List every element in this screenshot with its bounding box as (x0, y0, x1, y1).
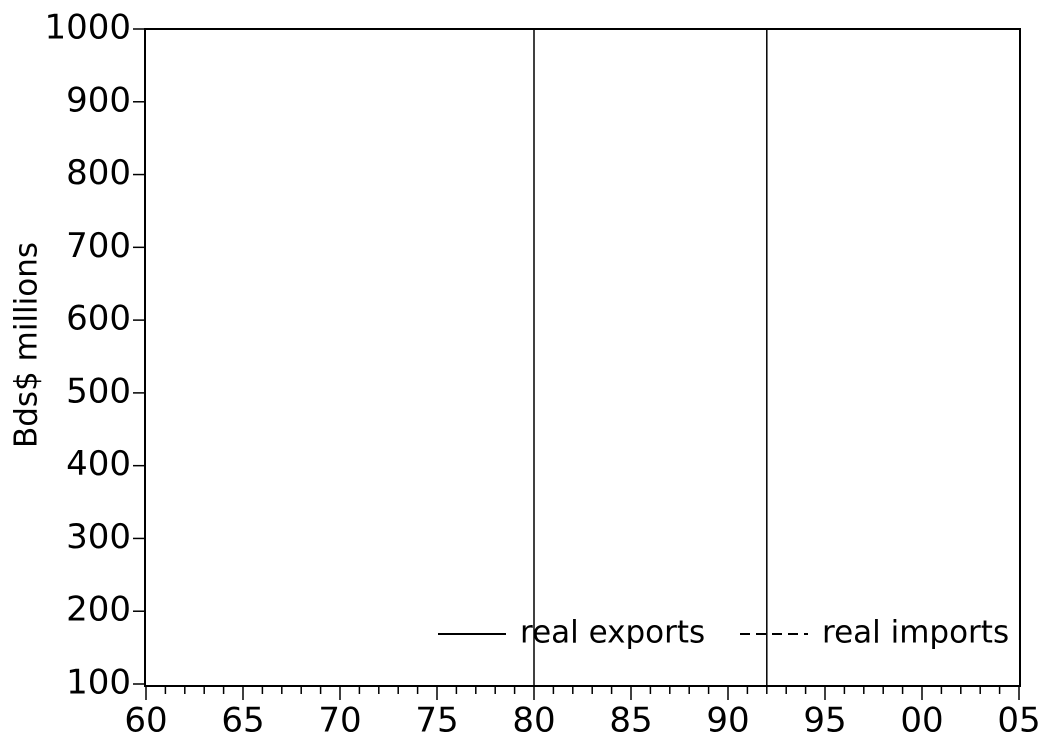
y-tick-label: 600 (66, 299, 131, 339)
legend-label: real exports (520, 615, 705, 651)
y-axis-label: Bds$ millions (9, 242, 45, 448)
x-tick-label: 65 (221, 701, 264, 741)
y-tick-label: 1000 (44, 8, 131, 48)
y-tick-label: 900 (66, 80, 131, 120)
x-tick-label: 00 (900, 701, 943, 741)
legend-label: real imports (822, 615, 1009, 651)
y-tick-label: 400 (66, 444, 131, 484)
x-tick-label: 05 (997, 701, 1040, 741)
y-tick-label: 200 (66, 590, 131, 630)
y-tick-label: 800 (66, 153, 131, 193)
plot-frame (144, 28, 1021, 687)
x-tick-label: 60 (124, 701, 167, 741)
y-tick-label: 500 (66, 371, 131, 411)
x-tick-label: 70 (318, 701, 361, 741)
x-tick-label: 95 (803, 701, 846, 741)
y-tick-label: 100 (66, 663, 131, 703)
y-tick-label: 700 (66, 226, 131, 266)
x-tick-label: 85 (609, 701, 652, 741)
x-tick-label: 80 (512, 701, 555, 741)
x-tick-label: 75 (415, 701, 458, 741)
x-tick-label: 90 (706, 701, 749, 741)
y-tick-label: 300 (66, 517, 131, 557)
